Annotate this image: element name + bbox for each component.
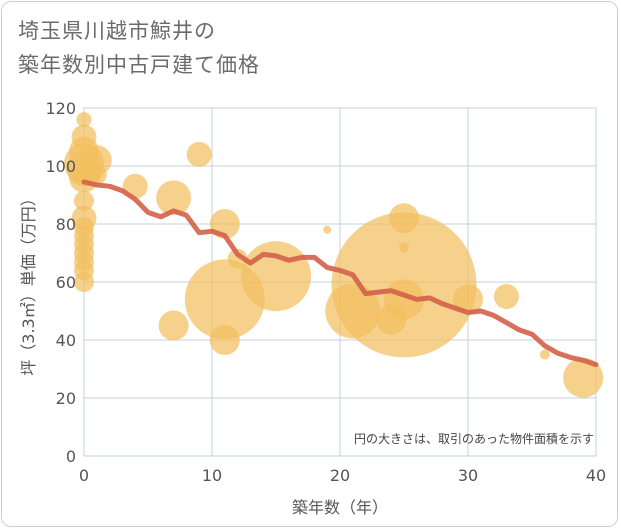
data-point: [209, 325, 240, 355]
data-point: [186, 141, 212, 167]
x-tick-label: 30: [458, 466, 478, 485]
data-point: [158, 310, 189, 341]
chart-title: 埼玉県川越市鯨井の 築年数別中古戸建て価格: [18, 14, 260, 82]
x-tick-label: 0: [79, 466, 89, 485]
data-point: [86, 164, 107, 185]
data-point: [241, 241, 311, 312]
y-tick-label: 0: [66, 447, 76, 466]
bubble-size-note: 円の大きさは、取引のあった物件面積を示す: [354, 431, 594, 446]
trend-line-layer: [81, 179, 599, 368]
data-point: [74, 190, 94, 211]
x-tick-label: 40: [586, 466, 606, 485]
y-tick-label: 80: [56, 215, 76, 234]
x-axis-label: 築年数（年）: [292, 498, 388, 517]
grid: [83, 107, 597, 457]
tick-labels: 0 20 40 60 80 100 120 0 10 20 30 40: [45, 99, 606, 485]
bubble-layer: [64, 112, 604, 398]
x-tick-label: 10: [202, 466, 222, 485]
data-point: [81, 145, 112, 176]
data-point: [563, 357, 604, 398]
data-point: [453, 284, 483, 315]
y-tick-label: 40: [56, 331, 76, 350]
y-tick-label: 60: [56, 273, 76, 292]
data-point: [74, 272, 94, 292]
chart-title-line-1: 埼玉県川越市鯨井の: [18, 19, 216, 43]
average-trend-line: [81, 179, 599, 368]
x-tick-label: 20: [330, 466, 350, 485]
data-point: [156, 180, 192, 216]
y-tick-label: 20: [56, 389, 76, 408]
data-point: [76, 112, 92, 128]
y-tick-label: 120: [45, 99, 76, 118]
data-point: [323, 225, 332, 234]
y-tick-label: 100: [45, 157, 76, 176]
data-point: [539, 349, 550, 360]
data-point: [227, 248, 248, 269]
data-point: [493, 284, 519, 309]
y-axis-label: 坪（3.3㎡）単価（万円）: [19, 190, 38, 375]
chart-title-line-2: 築年数別中古戸建て価格: [18, 53, 260, 77]
